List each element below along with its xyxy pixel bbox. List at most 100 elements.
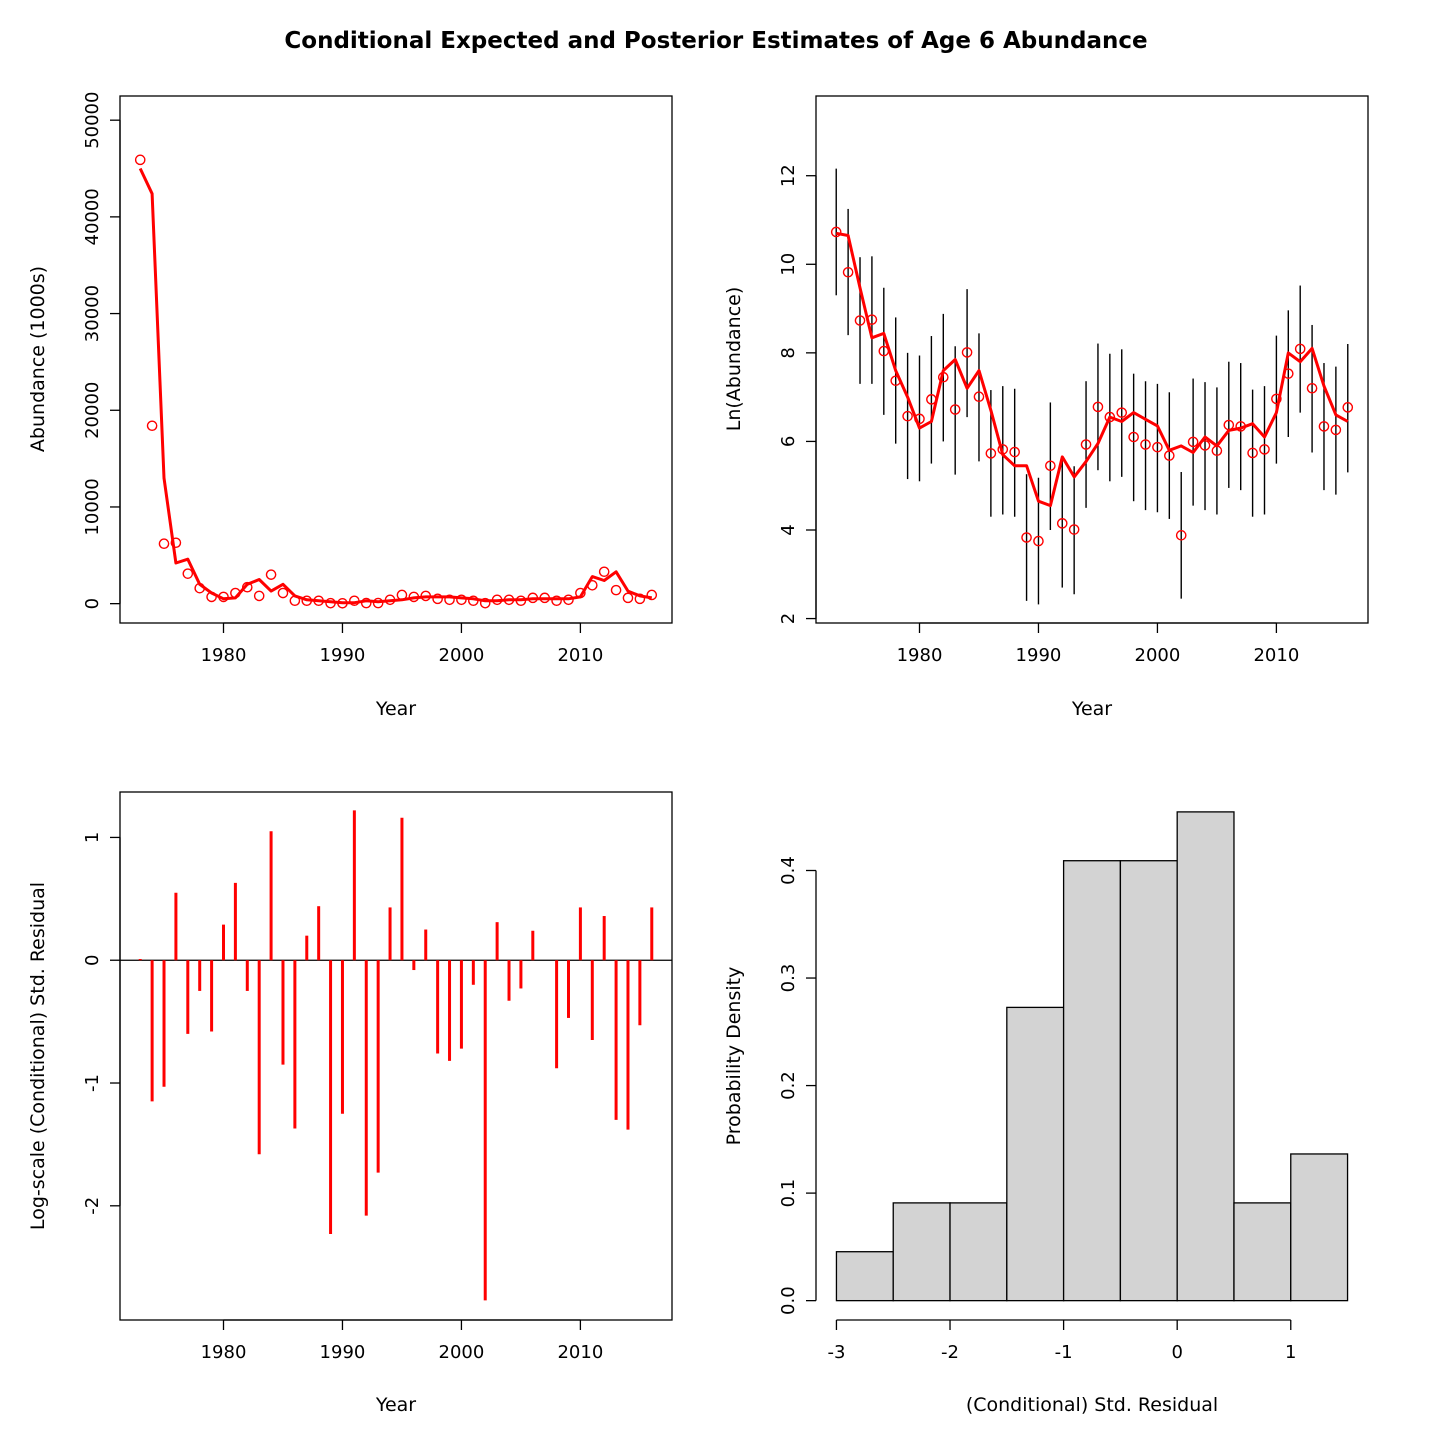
abundance-posterior-point [527,592,539,604]
residuals-y-tick-label: 0 [82,954,103,965]
abundance-posterior-point [206,591,217,603]
abundance-posterior-point [503,594,515,606]
ln-abundance-posterior-point [1164,450,1175,461]
abundance-posterior-point [230,587,241,599]
histogram-y-tick-label: 0.1 [778,1179,799,1208]
ln-abundance-posterior-point [961,347,973,358]
abundance-posterior-point [349,595,360,607]
ln-abundance-xlabel: Year [1071,698,1112,720]
abundance-posterior-point [598,566,610,578]
histogram-xlabel: (Conditional) Std. Residual [966,1394,1218,1416]
residuals-y-tick-label: 1 [82,832,103,843]
abundance-xlabel: Year [375,698,416,720]
abundance-posterior-point [646,589,658,601]
ln-abundance-posterior-point [1199,440,1211,451]
residuals-y-tick-label: -2 [82,1197,103,1215]
histogram-y-tick-label: 0.4 [778,856,799,885]
ln-abundance-posterior-point [1175,530,1187,541]
ln-abundance-y-tick-label: 10 [778,253,799,276]
abundance-posterior-point [384,594,396,606]
ln-abundance-posterior-point [1116,407,1128,418]
abundance-y-tick-label: 50000 [82,92,103,149]
residuals-y-tick-label: -1 [82,1074,103,1092]
abundance-y-tick-label: 10000 [82,478,103,535]
abundance-posterior-point [182,568,194,579]
ln-abundance-y-tick-label: 12 [778,164,799,187]
abundance-posterior-point [194,582,206,594]
abundance-posterior-point [551,595,562,607]
residuals-x-tick-label: 1990 [320,1342,366,1363]
residuals-panel: Year Log-scale (Conditional) Std. Residu… [27,791,673,1416]
residuals-x-tick-label: 1980 [201,1342,247,1363]
abundance-expected-line [138,167,653,605]
ln-abundance-y-tick-label: 6 [778,436,799,447]
ln-abundance-posterior-point [1104,411,1116,423]
ln-abundance-posterior-point [1306,382,1318,394]
histogram-bar [1119,860,1178,1302]
ln-abundance-posterior-point [937,371,949,383]
abundance-y-tick-label: 20000 [82,382,103,439]
abundance-posterior-point [325,597,336,609]
abundance-posterior-point [539,592,551,604]
ln-abundance-posterior-point [1021,532,1032,543]
histogram-bar [1290,1153,1349,1302]
ln-abundance-posterior-point [1247,447,1258,459]
abundance-posterior-point [420,590,432,602]
ln-abundance-posterior-point [1318,421,1330,432]
ln-abundance-posterior-point [1152,441,1163,453]
ln-abundance-posterior-point [842,266,854,278]
ln-abundance-posterior-point [997,444,1009,455]
ln-abundance-posterior-point [1033,535,1044,547]
abundance-posterior-point [253,590,265,602]
histogram-ylabel: Probability Density [723,967,745,1146]
residuals-x-tick-label: 2000 [439,1342,485,1363]
ln-abundance-posterior-point [1294,343,1306,355]
abundance-posterior-point [134,154,146,166]
abundance-posterior-point [277,587,289,599]
ln-abundance-x-tick-label: 2000 [1135,645,1181,666]
ln-abundance-posterior-point [902,410,913,422]
ln-abundance-posterior-point [926,394,937,405]
ln-abundance-y-tick-label: 8 [778,347,799,358]
abundance-posterior-point [158,538,170,550]
histogram-x-tick-label: -1 [1055,1342,1073,1363]
ln-abundance-ylabel: Ln(Abundance) [723,287,745,431]
ln-abundance-posterior-point [1080,439,1092,450]
abundance-posterior-point [396,589,408,601]
ln-abundance-expected-line [835,231,1349,508]
residuals-ylabel: Log-scale (Conditional) Std. Residual [27,882,49,1230]
ln-abundance-posterior-point [1056,518,1068,529]
ln-abundance-posterior-point [1068,524,1080,535]
abundance-posterior-point [170,537,182,549]
ln-abundance-posterior-point [1187,436,1199,448]
abundance-panel: Year Abundance (1000s) 1980 1990 2000 2010 0… [27,92,673,720]
abundance-x-tick-label: 1980 [201,645,247,666]
histogram-y-tick-label: 0.0 [778,1286,799,1315]
histogram-y-tick-label: 0.2 [778,1071,799,1100]
ln-abundance-x-tick-label: 2010 [1253,645,1299,666]
abundance-posterior-point [491,594,503,606]
ln-abundance-posterior-point [1271,393,1282,405]
abundance-posterior-point [575,587,586,599]
histogram-bar [1062,860,1122,1302]
ln-abundance-posterior-point [1211,445,1223,457]
abundance-x-tick-label: 2000 [439,645,485,666]
abundance-posterior-point [610,584,622,596]
abundance-posterior-point [241,581,253,593]
abundance-x-tick-label: 1990 [320,645,366,666]
ln-abundance-x-tick-label: 1980 [897,645,943,666]
abundance-posterior-point [479,597,491,609]
histogram-bar [835,1251,894,1302]
abundance-y-tick-label: 40000 [82,188,103,245]
histogram-x-tick-label: -2 [941,1342,959,1363]
histogram-x-tick-label: 1 [1285,1342,1296,1363]
histogram-bar [1006,1006,1065,1302]
ln-abundance-posterior-point [1223,419,1235,431]
ln-abundance-posterior-point [854,315,866,326]
ln-abundance-posterior-point [1330,424,1342,436]
ln-abundance-y-tick-label: 4 [778,524,799,535]
abundance-posterior-point [146,420,158,432]
abundance-posterior-point [218,591,229,603]
ln-abundance-posterior-point [1045,460,1056,472]
histogram-bar [1176,811,1235,1302]
